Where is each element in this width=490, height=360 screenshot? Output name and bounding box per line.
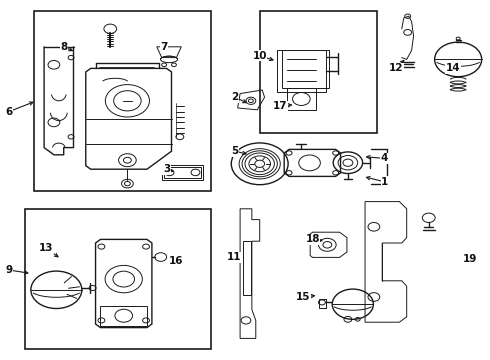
- Text: 5: 5: [232, 146, 239, 156]
- Bar: [260, 11, 377, 133]
- Bar: [318, 299, 326, 308]
- Bar: [100, 306, 147, 326]
- Text: 16: 16: [169, 256, 184, 266]
- Text: 2: 2: [232, 92, 239, 102]
- Text: 7: 7: [160, 42, 168, 52]
- Text: 8: 8: [60, 42, 67, 52]
- Text: 13: 13: [39, 243, 54, 253]
- Bar: [24, 209, 211, 349]
- Bar: [34, 11, 211, 191]
- Text: 17: 17: [273, 101, 288, 111]
- Bar: [162, 165, 203, 180]
- Text: 4: 4: [381, 153, 389, 163]
- Text: 15: 15: [295, 292, 310, 302]
- Text: 6: 6: [5, 107, 12, 117]
- Text: 12: 12: [389, 63, 403, 73]
- Text: 19: 19: [463, 254, 478, 264]
- Text: 1: 1: [381, 177, 388, 187]
- Bar: [287, 88, 316, 110]
- Bar: [277, 50, 326, 92]
- Text: 18: 18: [305, 234, 320, 244]
- Bar: [243, 241, 251, 295]
- Text: 11: 11: [227, 252, 242, 262]
- Text: 9: 9: [5, 265, 12, 275]
- Text: 10: 10: [252, 51, 267, 61]
- Bar: [282, 50, 329, 88]
- Bar: [164, 167, 201, 178]
- Text: 3: 3: [163, 164, 170, 174]
- Text: 14: 14: [446, 63, 461, 73]
